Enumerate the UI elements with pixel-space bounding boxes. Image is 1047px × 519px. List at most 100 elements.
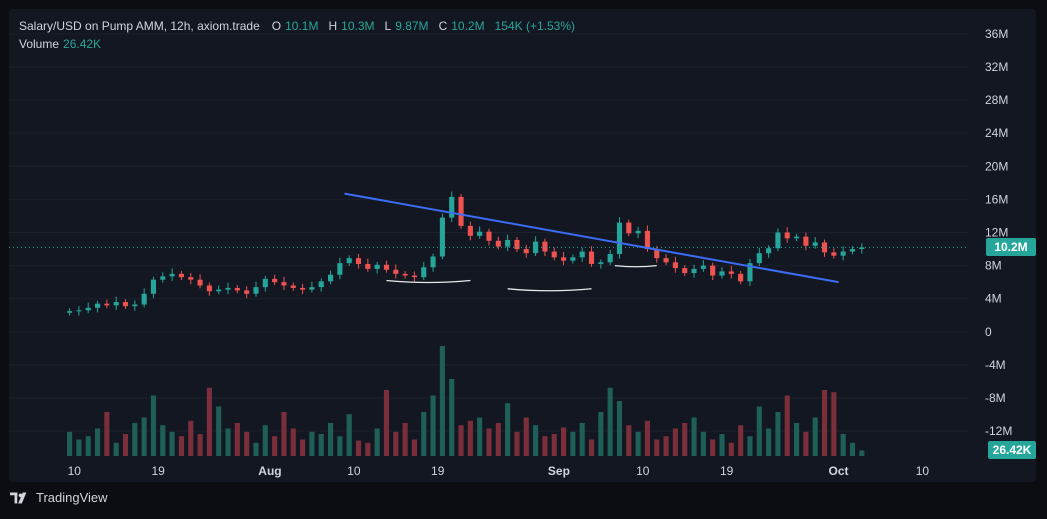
candle-body [561,257,567,261]
candle-body [719,271,725,276]
volume-bar [337,436,343,456]
volume-bar [738,425,744,456]
volume-bar [94,428,101,456]
volume-bar [579,423,585,456]
candle-body [766,248,772,254]
volume-bar [514,431,520,456]
volume-bar [253,442,259,456]
open-value: 10.1M [285,19,319,33]
candle-body [859,247,865,250]
candle-body [85,307,91,311]
volume-bar [719,434,725,456]
volume-bar [635,431,641,456]
volume-bar [626,425,632,456]
candle-body [318,281,324,288]
last-volume-badge: 26.42K [988,441,1036,459]
volume-bar [728,442,734,456]
symbol-title[interactable]: Salary/USD on Pump AMM, 12h, axiom.trade [19,19,260,33]
candle-body [551,251,557,258]
volume-bar [458,425,464,456]
volume-bar [197,434,203,456]
candle-body [635,230,641,234]
volume-bar [374,428,380,456]
volume-bar [104,412,110,456]
candle-body [449,196,455,218]
low-label: L [384,19,392,33]
open-label: O [271,19,282,33]
volume-bar [365,442,371,456]
volume-bar [859,450,865,456]
candle-body [794,236,800,239]
y-tick-label: 4M [985,292,1002,306]
candle-body [216,289,222,292]
annotation-arc [386,279,471,284]
candle-body [290,285,296,288]
volume-bar [113,442,119,456]
volume-bar [76,439,82,456]
candle-body [234,287,240,291]
chart-frame[interactable]: 36M 32M 28M 24M 20M 16M 12M 8M 4M 0 -4M -8M -12M 10 1… [9,9,1036,482]
x-tick-label: 10 [636,464,650,478]
candle-body [710,265,716,276]
volume-bar [430,395,436,456]
volume-bar [570,431,576,456]
volume-bar [141,417,147,456]
annotation-arc [507,288,592,292]
candle-body [355,258,362,264]
volume-bar [160,425,166,456]
candle-body [663,258,669,263]
chart-legend: Salary/USD on Pump AMM, 12h, axiom.trade… [19,17,581,53]
candle-body [337,263,343,275]
volume-bar [309,431,315,456]
volume-bar [691,417,697,456]
volume-bar [542,436,548,456]
volume-bar [588,439,595,456]
candle-body [644,230,651,250]
candle-body [150,279,157,294]
y-tick-label: 28M [985,93,1008,107]
candle-body [188,277,194,280]
candle-body [691,268,697,274]
volume-bar [272,436,278,456]
volume-row: Volume 26.42K [19,35,581,53]
volume-bar [346,414,352,456]
candle-body [346,258,352,264]
volume-bar [188,420,194,456]
x-axis[interactable]: 10 19 Aug 10 19 Sep 10 19 Oct 10 [68,464,930,478]
candle-body [738,273,744,282]
candle-body [570,257,576,261]
candle-body [626,222,632,234]
volume-bar [402,423,408,456]
candle-body [672,262,678,269]
y-tick-label: 12M [985,226,1008,240]
candle-body [784,232,790,239]
volume-label[interactable]: Volume [19,37,60,51]
x-tick-label: 19 [720,464,734,478]
y-tick-label: 24M [985,126,1008,140]
footer[interactable]: TradingView [10,490,108,505]
candle-body [514,239,520,250]
candle-body [840,251,846,256]
volume-bar [533,425,539,456]
volume-bar [840,434,846,456]
volume-bar [262,425,268,456]
y-axis[interactable]: 36M 32M 28M 24M 20M 16M 12M 8M 4M 0 -4M -8M -12M [985,27,1012,438]
volume-bar [477,417,483,456]
volume-bar [700,431,706,456]
volume-bar [794,423,800,456]
candle-body [104,303,110,306]
candle-body [439,217,445,257]
drawings[interactable] [9,192,969,292]
candle-body [821,242,828,253]
volume-bar [178,436,184,456]
volume-bar [411,439,417,456]
volume-bar [821,390,828,456]
candle-body [607,254,613,263]
volume-bar [710,439,716,456]
candle-body [272,278,278,283]
candle-body [281,282,287,286]
y-tick-label: -4M [985,358,1006,372]
trendline [344,192,839,284]
volume-bar [775,412,781,456]
